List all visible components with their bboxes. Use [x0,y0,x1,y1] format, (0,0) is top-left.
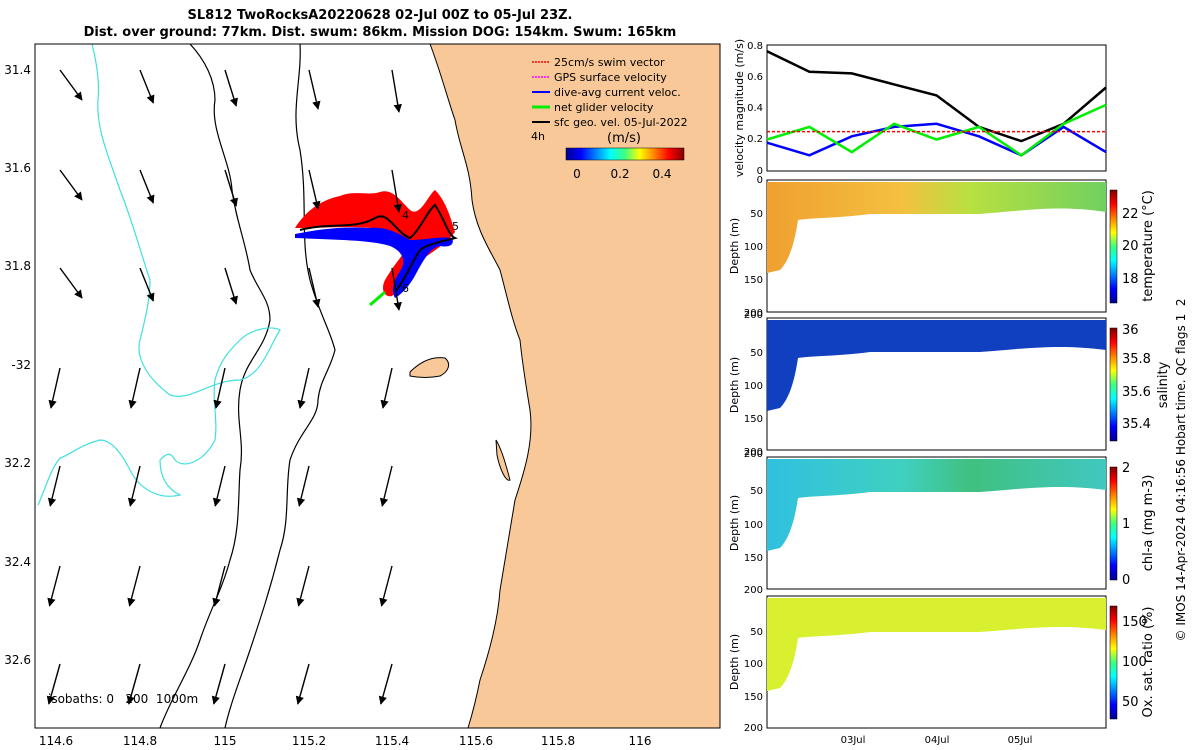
swim-vector-band [295,190,455,297]
lon-tick: 115.2 [292,734,326,748]
legend-swim-vector: 25cm/s swim vector [554,56,665,69]
map-legend: 25cm/s swim vector GPS surface velocity … [531,56,688,181]
colorbar-title: (m/s) [607,131,641,146]
geo-velocity-arrow [295,663,310,705]
geo-velocity-arrow [224,267,238,305]
geo-velocity-arrow [378,663,393,705]
current-vector-band [295,227,453,298]
isobath-200m [224,44,336,728]
map-frame [34,43,721,729]
lon-tick: 115 [214,734,237,748]
geo-velocity-arrow [391,267,402,311]
geo-velocity-arrow [379,565,393,607]
lon-tick: 115.6 [459,734,493,748]
geo-velocity-arrow [297,367,310,409]
lon-tick: 114.8 [123,734,157,748]
geo-velocity-arrow [212,465,226,507]
colorbar-tick: 0 [573,167,581,181]
lat-tick: 31.8 [4,259,31,273]
geo-velocity-arrow [211,663,226,705]
geo-velocity-arrow [126,663,141,705]
geo-velocity-arrow [59,69,83,101]
day-label-4: 4 [402,209,409,222]
geo-velocity-arrow [224,169,238,207]
day-label-6: 6 [402,282,409,295]
legend-interval: 4h [531,130,545,143]
sfc-geo-velocity-arrows [46,69,402,705]
geo-velocity-arrow [47,465,61,507]
coast-contour-cyan [37,44,281,506]
geo-velocity-arrow [127,465,141,507]
geo-velocity-arrow [391,69,402,113]
geo-velocity-arrow [46,663,61,705]
legend-sfc-geo-velocity: sfc geo. vel. 05-Jul-2022 [554,116,688,129]
geo-velocity-arrow [139,267,155,302]
geo-velocity-arrow [391,169,402,213]
geo-velocity-arrow [48,367,61,409]
colorbar-tick: 0.4 [652,167,671,181]
day-label-5: 5 [452,220,459,233]
isobaths-label: isobaths: 0 200 1000m [48,692,198,706]
lon-tick: 115.8 [541,734,575,748]
lon-tick: 115.4 [375,734,409,748]
geo-velocity-arrow [308,169,321,210]
geo-velocity-arrow [128,367,141,409]
lat-axis: 31.4 31.6 31.8 -32 32.2 32.4 32.6 [4,63,31,667]
geo-velocity-arrow [59,267,83,299]
geo-velocity-arrow [379,465,393,507]
legend-dive-avg-current: dive-avg current veloc. [554,86,681,99]
speed-colorbar [565,147,685,161]
geo-velocity-arrow [139,169,155,204]
geo-velocity-arrow [139,69,155,104]
figure-title-line2: Dist. over ground: 77km. Dist. swum: 86k… [83,25,677,40]
lat-tick: 32.4 [4,555,31,569]
geo-velocity-arrow [308,267,321,308]
figure-title-line1: SL812 TwoRocksA20220628 02-Jul 00Z to 05… [187,8,573,23]
garden-island [495,439,511,481]
legend-gps-velocity: GPS surface velocity [554,71,667,84]
lon-tick: 116 [629,734,652,748]
lon-axis: 114.6 114.8 115 115.2 115.4 115.6 115.8 … [39,734,652,748]
geo-velocity-arrow [296,565,310,607]
geo-velocity-arrow [212,565,226,607]
legend-net-glider-velocity: net glider velocity [554,101,654,114]
lat-tick: 31.4 [4,63,31,77]
land-mass [429,44,720,728]
geo-velocity-arrow [59,169,83,201]
lat-tick: 32.2 [4,456,31,470]
lat-tick: 32.6 [4,653,31,667]
geo-velocity-arrow [296,465,310,507]
geo-velocity-arrow [213,367,226,409]
colorbar-tick: 0.2 [610,167,629,181]
geo-velocity-arrow [47,565,61,607]
lon-tick: 114.6 [39,734,73,748]
lat-tick: -32 [11,358,31,372]
rottnest-island [409,357,450,378]
glider-track-line [299,203,459,293]
geo-velocity-arrow [308,69,321,110]
lat-tick: 31.6 [4,161,31,175]
geo-velocity-arrow [127,565,141,607]
net-glider-velocity-arrow [369,290,386,307]
geo-velocity-arrow [380,367,393,409]
geo-velocity-arrow [224,69,238,107]
